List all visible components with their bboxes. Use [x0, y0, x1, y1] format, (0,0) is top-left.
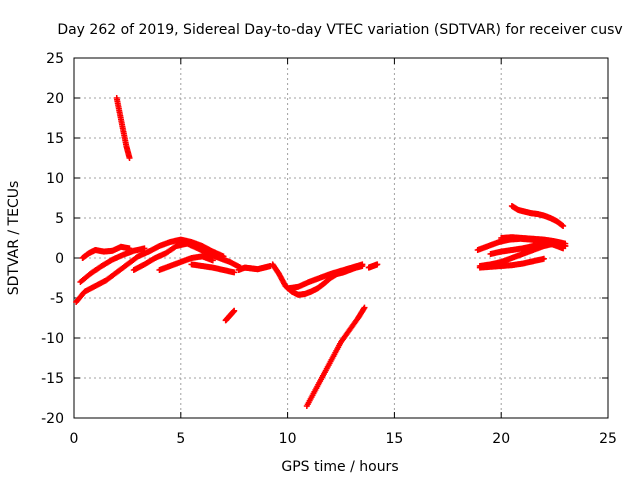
y-tick-label: 10 [46, 171, 64, 187]
series-arc-q [476, 255, 547, 271]
plot-frame [73, 57, 609, 419]
series-arc-r [498, 234, 569, 247]
data-point [231, 307, 238, 314]
x-tick-label: 25 [599, 431, 617, 447]
x-tick-label: 15 [385, 431, 403, 447]
data-point [220, 253, 227, 260]
axis-ticks [73, 57, 609, 419]
data-point [126, 155, 133, 161]
y-tick-label: -15 [41, 371, 64, 387]
series-arc-c [79, 243, 133, 261]
series-arc-a [73, 248, 152, 305]
series-arc-g [188, 261, 238, 276]
x-axis-label: GPS time / hours [281, 459, 398, 475]
chart-title: Day 262 of 2019, Sidereal Day-to-day VTE… [57, 22, 622, 38]
data-point [374, 261, 381, 268]
y-tick-label: 15 [46, 131, 64, 147]
data-point [562, 240, 569, 247]
series-arc-k [365, 261, 381, 271]
y-tick-label: 20 [46, 91, 64, 107]
data-point [359, 261, 366, 268]
series-arc-high [113, 95, 133, 161]
data-point [141, 245, 148, 252]
x-tick-label: 5 [176, 431, 185, 447]
series-arc-m [508, 203, 567, 229]
data-point [126, 245, 133, 252]
gridlines [74, 58, 608, 418]
data-point [361, 304, 368, 311]
series-arc-b [77, 245, 148, 285]
x-tick-label: 10 [279, 431, 297, 447]
data-point [540, 255, 547, 262]
y-tick-label: -20 [41, 411, 64, 427]
x-tick-label: 0 [70, 431, 79, 447]
y-tick-label: -5 [50, 291, 64, 307]
series-arc-low-long [303, 304, 368, 409]
series-arc-e [145, 236, 227, 260]
series-arc-j [284, 261, 366, 292]
x-tick-label: 20 [492, 431, 510, 447]
series-arc-h [235, 263, 274, 273]
series-arc-low-short [222, 307, 238, 324]
data-point [231, 269, 238, 276]
data-points [73, 95, 569, 409]
data-point [560, 223, 567, 229]
y-tick-label: 0 [55, 251, 64, 267]
y-axis-tick-labels: -20 -15 -10 -5 0 5 10 15 20 25 [41, 51, 64, 427]
x-axis-tick-labels: 0 5 10 15 20 25 [70, 431, 617, 447]
data-point [209, 257, 216, 264]
series-arc-f [156, 253, 216, 273]
y-tick-label: 25 [46, 51, 64, 67]
y-axis-label: SDTVAR / TECUs [6, 181, 22, 296]
y-tick-label: 5 [55, 211, 64, 227]
y-tick-label: -10 [41, 331, 64, 347]
